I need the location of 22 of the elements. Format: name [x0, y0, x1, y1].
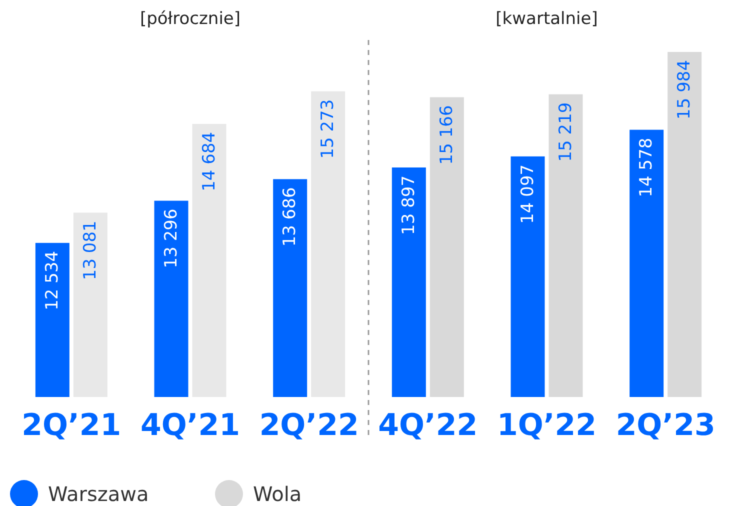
data-label: 15 984	[674, 60, 695, 120]
data-label: 12 534	[42, 250, 62, 310]
x-tick-label: 4Q’21	[140, 408, 240, 443]
data-label: 14 097	[518, 164, 538, 224]
data-label: 15 166	[436, 105, 457, 165]
data-label: 14 578	[636, 138, 657, 198]
data-label: 15 273	[318, 99, 338, 159]
x-tick-label: 1Q’22	[496, 408, 597, 443]
data-label: 13 897	[398, 175, 419, 235]
x-tick-label: 2Q’22	[259, 408, 359, 443]
x-tick-label: 2Q’21	[22, 408, 122, 443]
data-label: 15 219	[556, 102, 576, 162]
x-tick-label: 2Q’23	[616, 408, 716, 443]
data-label: 13 081	[80, 220, 100, 280]
legend-label: Wola	[253, 482, 302, 506]
data-label: 13 686	[280, 187, 300, 247]
legend-label: Warszawa	[48, 482, 149, 506]
text: [półrocznie]	[140, 9, 241, 29]
x-tick-label: 4Q’22	[378, 408, 478, 443]
data-label: 14 684	[199, 132, 220, 192]
text: [kwartalnie]	[496, 9, 598, 29]
data-label: 13 296	[161, 208, 182, 268]
